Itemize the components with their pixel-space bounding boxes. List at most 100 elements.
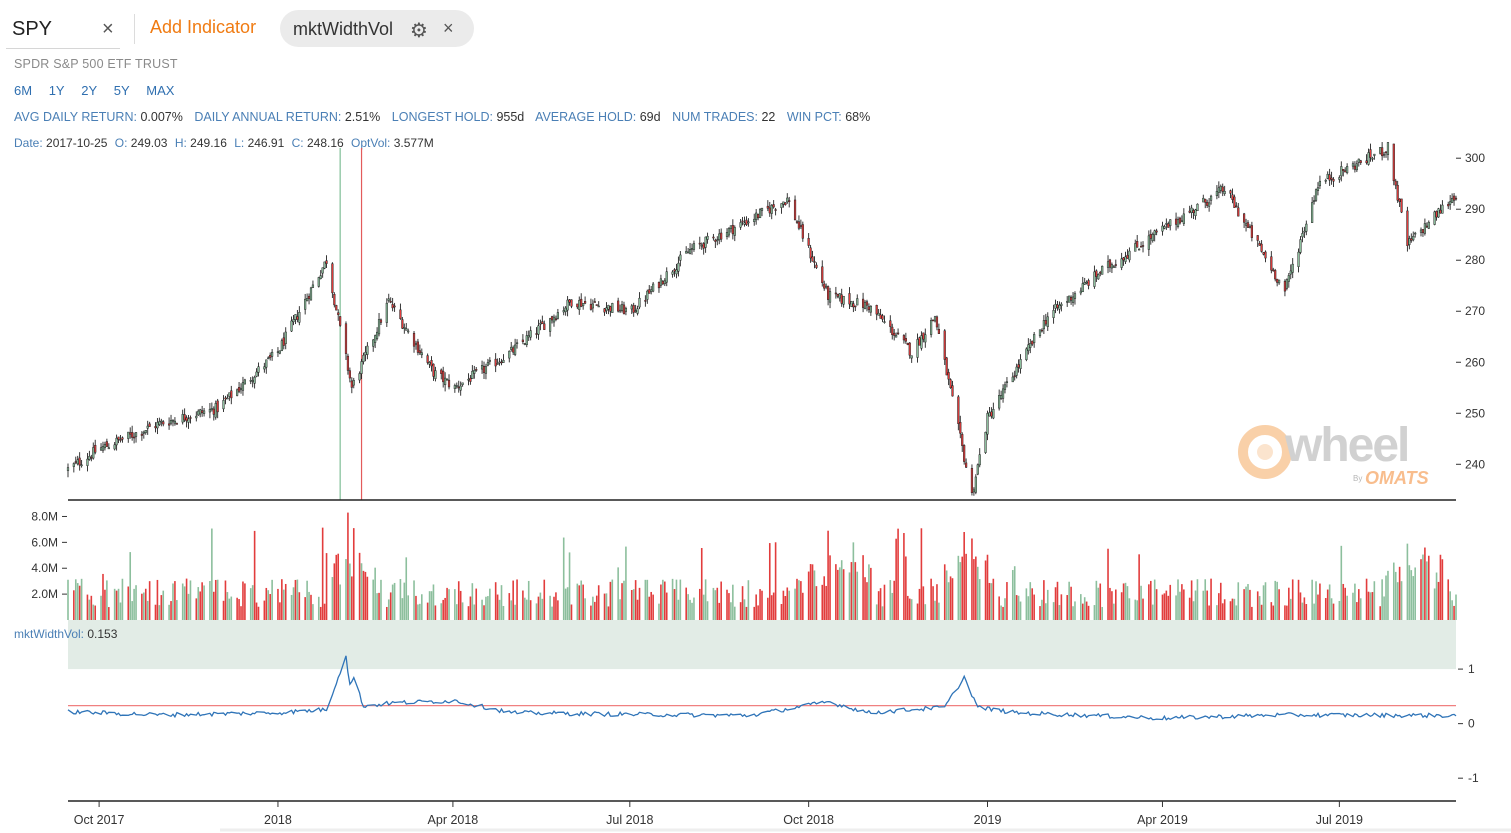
volume-bar xyxy=(636,599,639,620)
candle-up xyxy=(1060,303,1063,306)
volume-bar xyxy=(1192,601,1195,620)
range-button-max[interactable]: MAX xyxy=(146,83,175,98)
volume-bar xyxy=(189,580,192,620)
candle-down xyxy=(1250,225,1253,238)
volume-bar xyxy=(158,605,161,620)
volume-bar xyxy=(197,587,200,620)
volume-bar xyxy=(1317,594,1319,620)
range-button-5y[interactable]: 5Y xyxy=(113,83,130,98)
volume-bar xyxy=(94,605,97,620)
volume-bar xyxy=(1087,605,1090,620)
price-tick-label: 270 xyxy=(1465,304,1485,318)
volume-bar xyxy=(584,598,586,620)
volume-bar xyxy=(1379,606,1381,620)
ohlc-label: O: xyxy=(114,136,128,150)
gear-icon[interactable]: ⚙ xyxy=(410,20,428,42)
candle-up xyxy=(366,345,369,355)
candle-up xyxy=(687,251,690,254)
candle-down xyxy=(185,417,188,422)
candle-down xyxy=(823,283,826,289)
volume-bar xyxy=(664,581,666,620)
close-icon[interactable]: × xyxy=(443,18,454,38)
stat-label: NUM TRADES: xyxy=(672,110,758,124)
wheel-logo-icon xyxy=(1238,425,1292,479)
candle-up xyxy=(1215,191,1218,196)
candle-down xyxy=(957,396,960,424)
candle-up xyxy=(1314,189,1318,201)
candle-up xyxy=(634,310,637,312)
candle-down xyxy=(1233,196,1236,208)
range-button-6m[interactable]: 6M xyxy=(14,83,33,98)
indicator-chip[interactable]: mktWidthVol ⚙ × xyxy=(280,10,474,47)
stat-value: 22 xyxy=(761,110,776,124)
candle-down xyxy=(943,330,946,360)
volume-bar xyxy=(1155,589,1158,620)
candle-up xyxy=(1151,234,1154,241)
candle-up xyxy=(895,335,898,338)
volume-bar xyxy=(1243,589,1245,620)
volume-bar xyxy=(877,591,880,620)
volume-bar xyxy=(759,589,761,620)
candle-up xyxy=(434,370,437,379)
volume-bar xyxy=(1338,600,1341,620)
volume-bar xyxy=(195,598,198,620)
volume-bar xyxy=(621,583,623,620)
volume-bar xyxy=(251,585,254,620)
candle-down xyxy=(1262,252,1265,255)
candle-down xyxy=(836,294,839,297)
volume-bar xyxy=(1074,601,1076,620)
volume-bar xyxy=(768,543,771,620)
volume-bar xyxy=(1301,602,1304,620)
candle-up xyxy=(591,303,594,309)
volume-bar xyxy=(522,590,524,620)
volume-bar xyxy=(310,594,312,620)
candle-down xyxy=(774,209,777,211)
volume-bar xyxy=(868,564,870,620)
volume-bar xyxy=(938,602,940,620)
candle-down xyxy=(543,323,546,330)
candle-down xyxy=(889,320,892,327)
range-button-2y[interactable]: 2Y xyxy=(81,83,98,98)
volume-bar xyxy=(1346,595,1348,620)
volume-bar xyxy=(1262,585,1265,620)
clear-icon[interactable]: × xyxy=(102,18,114,40)
candle-down xyxy=(896,332,900,335)
volume-bar xyxy=(984,560,987,620)
volume-bar xyxy=(1398,566,1401,620)
candle-down xyxy=(237,387,241,392)
ohlc-value: 3.577M xyxy=(393,136,434,150)
ticker-input[interactable] xyxy=(12,18,92,41)
volume-bar xyxy=(1274,580,1277,620)
volume-bar xyxy=(345,559,347,620)
volume-bar xyxy=(1299,592,1302,620)
candle-up xyxy=(364,351,367,356)
candle-up xyxy=(480,365,484,370)
indicator-tick-label: -1 xyxy=(1468,771,1479,785)
volume-bar xyxy=(1188,597,1191,620)
add-indicator-button[interactable]: Add Indicator xyxy=(150,17,257,37)
candle-up xyxy=(1291,263,1294,273)
volume-bar xyxy=(290,594,293,620)
range-button-1y[interactable]: 1Y xyxy=(48,83,65,98)
volume-bar xyxy=(774,542,777,620)
volume-bar xyxy=(720,581,722,620)
volume-bar xyxy=(1045,603,1047,620)
candle-down xyxy=(175,423,178,425)
candle-down xyxy=(416,341,420,353)
volume-bar xyxy=(1410,570,1413,620)
candle-down xyxy=(848,293,851,305)
candle-up xyxy=(66,467,70,471)
candle-up xyxy=(208,408,212,413)
candle-up xyxy=(1176,219,1180,227)
candle-down xyxy=(105,441,108,447)
candle-up xyxy=(998,395,1001,409)
volume-bar xyxy=(100,595,102,620)
volume-bar xyxy=(187,593,190,620)
candle-up xyxy=(1318,180,1322,187)
volume-bar xyxy=(249,588,252,620)
candle-down xyxy=(1384,151,1388,154)
volume-bar xyxy=(500,585,503,620)
volume-bar xyxy=(510,600,513,620)
volume-bar xyxy=(930,578,932,620)
